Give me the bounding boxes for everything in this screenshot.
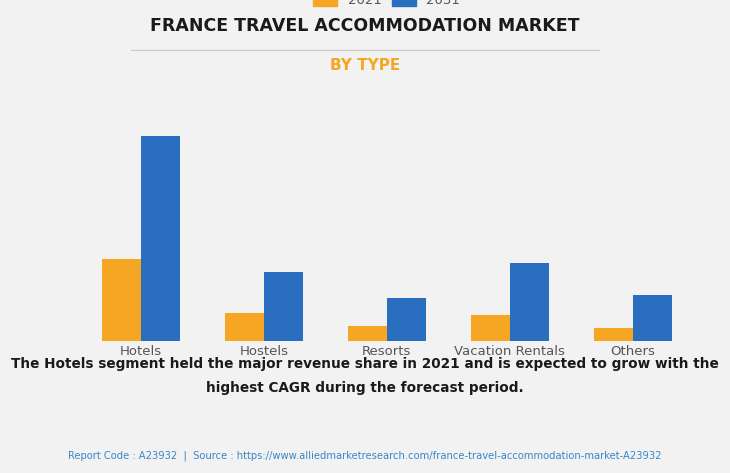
Bar [101,259,141,341]
Text: BY TYPE: BY TYPE [330,58,400,73]
Bar [387,298,426,341]
Bar [471,315,510,341]
Bar [347,325,387,341]
Bar [510,263,549,341]
Text: Report Code : A23932  |  Source : https://www.alliedmarketresearch.com/france-tr: Report Code : A23932 | Source : https://… [68,451,662,461]
Bar [633,296,672,341]
Text: highest CAGR during the forecast period.: highest CAGR during the forecast period. [206,381,524,395]
Bar [141,136,180,341]
Bar [225,313,264,341]
Bar [593,328,633,341]
Bar [264,272,303,341]
Text: FRANCE TRAVEL ACCOMMODATION MARKET: FRANCE TRAVEL ACCOMMODATION MARKET [150,17,580,35]
Legend: 2021, 2031: 2021, 2031 [308,0,466,12]
Text: The Hotels segment held the major revenue share in 2021 and is expected to grow : The Hotels segment held the major revenu… [11,357,719,371]
